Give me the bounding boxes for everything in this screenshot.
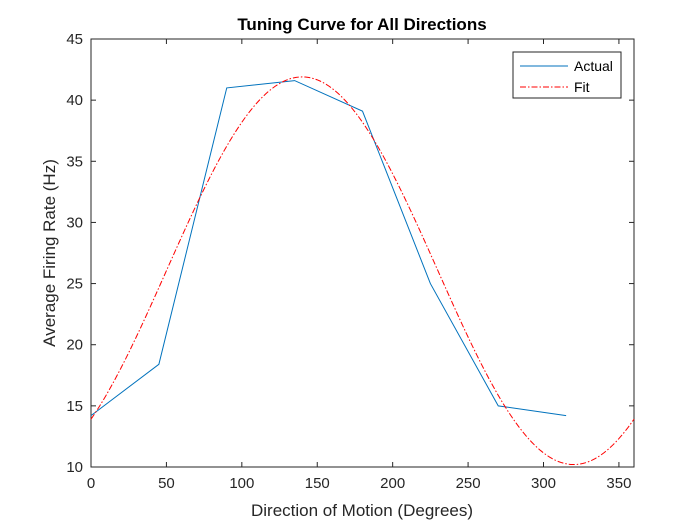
x-tick-label: 300	[531, 475, 556, 492]
y-tick-label: 40	[66, 92, 83, 109]
y-axis: 10 15 20 25 30 35 40 45	[66, 31, 634, 476]
x-tick-label: 350	[606, 475, 631, 492]
x-axis-label: Direction of Motion (Degrees)	[251, 501, 473, 520]
series-line-fit	[90, 76, 635, 466]
y-tick-label: 35	[66, 153, 83, 170]
plot-area	[90, 38, 635, 468]
y-tick-label: 15	[66, 398, 83, 415]
y-tick-label: 10	[66, 459, 83, 476]
x-tick-label: 0	[87, 475, 95, 492]
x-tick-label: 100	[229, 475, 254, 492]
legend-label-fit: Fit	[574, 79, 590, 95]
legend: Actual Fit	[512, 51, 622, 99]
y-tick-label: 20	[66, 337, 83, 354]
y-tick-label: 25	[66, 276, 83, 293]
x-tick-label: 250	[456, 475, 481, 492]
x-tick-label: 50	[158, 475, 175, 492]
x-tick-label: 200	[380, 475, 405, 492]
x-tick-label: 150	[305, 475, 330, 492]
series-line-actual	[90, 80, 567, 417]
legend-box	[512, 51, 622, 99]
series-layer	[90, 76, 635, 466]
y-tick-label: 30	[66, 214, 83, 231]
x-axis: 0 50 100 150 200 250 300 350	[87, 39, 631, 492]
y-tick-label: 45	[66, 31, 83, 48]
legend-label-actual: Actual	[574, 58, 613, 74]
chart-title: Tuning Curve for All Directions	[237, 15, 486, 34]
y-axis-label: Average Firing Rate (Hz)	[40, 159, 59, 347]
